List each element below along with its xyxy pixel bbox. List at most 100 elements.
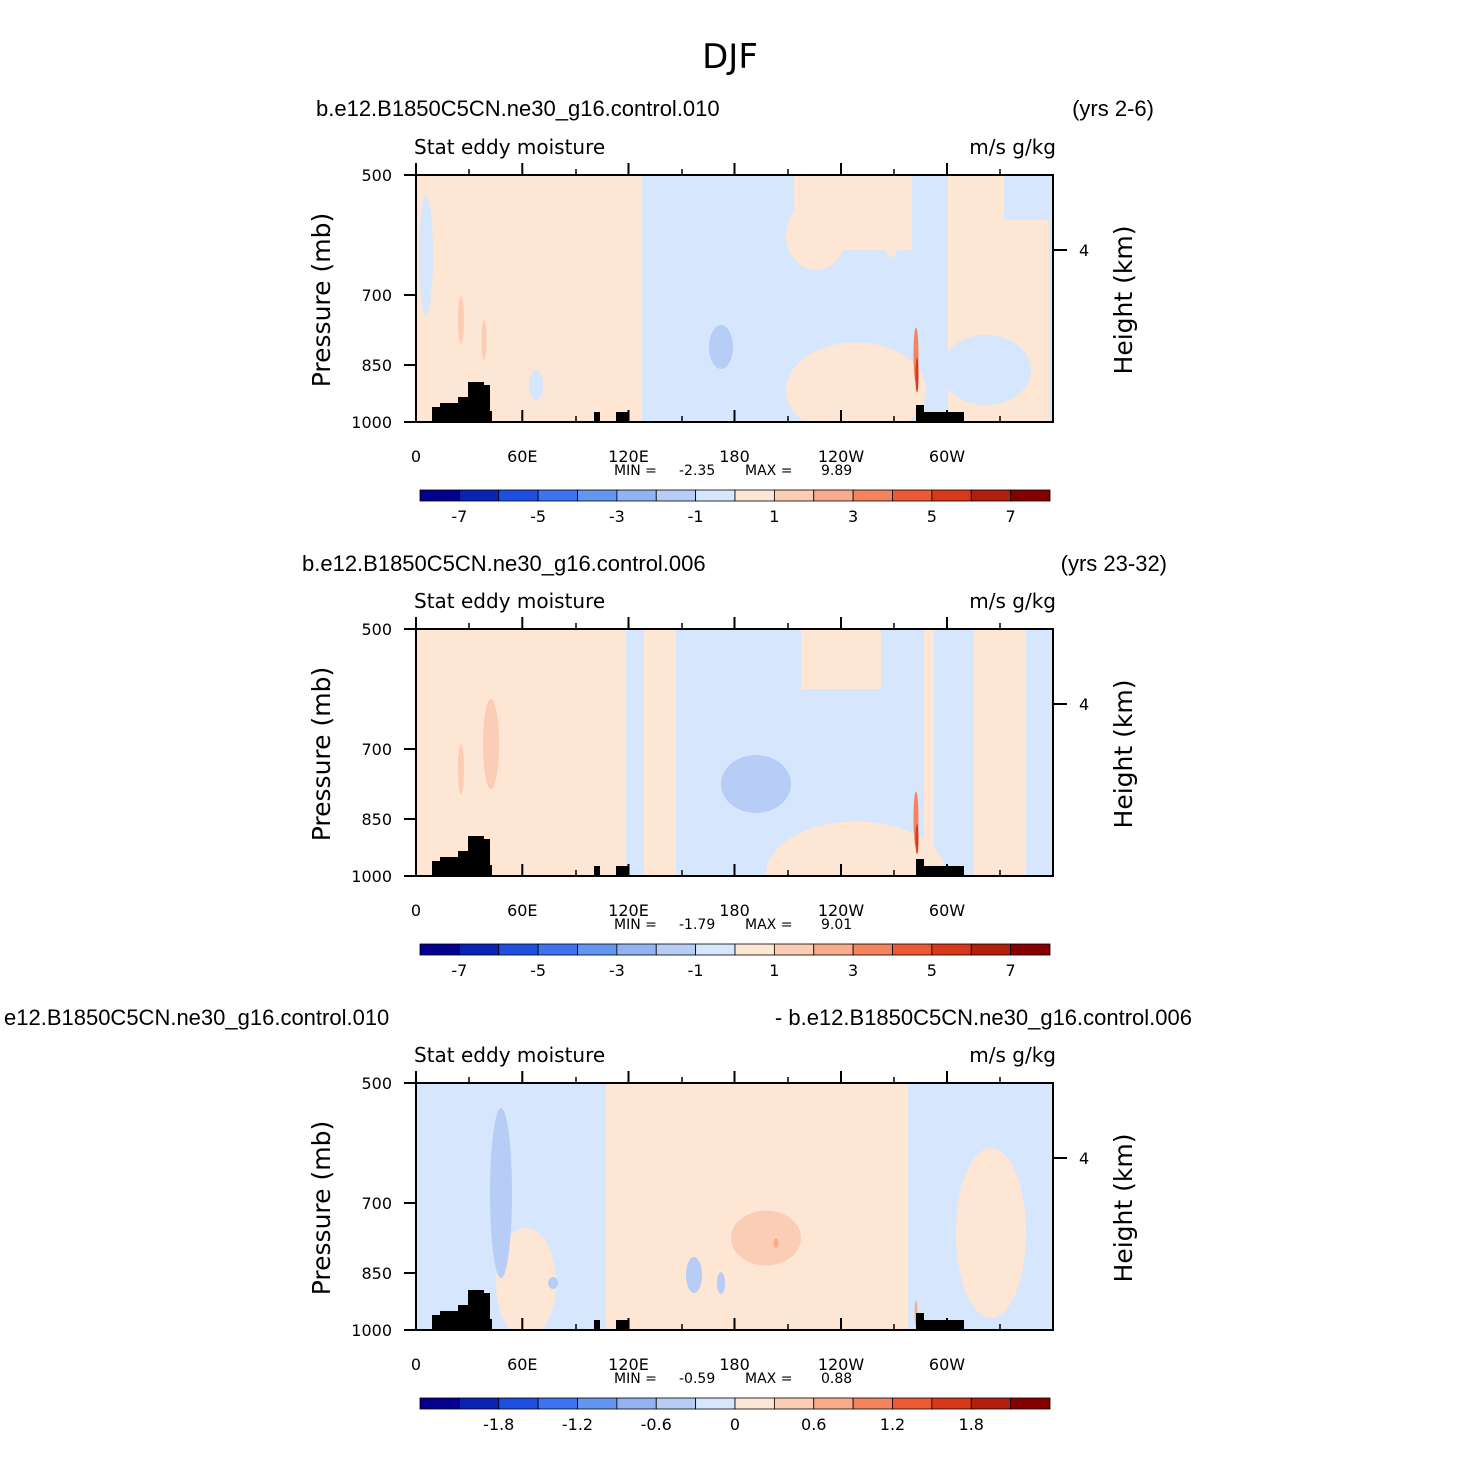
- colorbar-box: [695, 943, 736, 956]
- max-value: 9.89: [821, 463, 852, 479]
- contour-field: [416, 175, 1053, 422]
- colorbar: -7 -5 -3 -1 1 3 5 7: [419, 943, 1051, 980]
- land-mask: [594, 866, 600, 876]
- x-tick-label: 0: [411, 901, 421, 920]
- colorbar-box: [773, 1397, 815, 1410]
- colorbar-box: [616, 489, 657, 502]
- colorbar-box: [616, 1397, 657, 1410]
- contour-region: [915, 357, 919, 393]
- left-string: Stat eddy moisture: [414, 135, 605, 159]
- contour-region: [529, 370, 543, 400]
- y-tick-label: 500: [361, 166, 392, 185]
- x-tick-label: 120W: [818, 901, 865, 920]
- colorbar-box: [813, 489, 854, 502]
- contour-region: [717, 1272, 725, 1294]
- colorbar-box: [1010, 943, 1051, 956]
- colorbar-box: [498, 943, 539, 956]
- contour-region: [1026, 629, 1053, 876]
- land-mask: [916, 859, 924, 876]
- land-mask: [440, 857, 458, 876]
- land-mask: [924, 1320, 964, 1330]
- x-tick-label: 60E: [507, 447, 537, 466]
- colorbar-box: [734, 1397, 775, 1410]
- y-tick-label: 850: [361, 810, 392, 829]
- contour-region: [419, 195, 433, 315]
- y-axis-label: Pressure (mb): [307, 1121, 336, 1295]
- land-mask: [490, 411, 492, 422]
- colorbar-box: [931, 489, 972, 502]
- colorbar-box: [655, 943, 697, 956]
- land-mask: [616, 866, 628, 876]
- land-mask: [594, 1320, 600, 1330]
- contour-field: [416, 1083, 1053, 1330]
- colorbar-box: [458, 943, 500, 956]
- land-mask: [440, 1311, 458, 1330]
- colorbar-box: [577, 943, 618, 956]
- y2-tick-label: 4: [1079, 695, 1089, 714]
- colorbar-box: [1010, 489, 1051, 502]
- colorbar-box: [773, 943, 815, 956]
- y-tick-label: 850: [361, 356, 392, 375]
- y-tick-label: 850: [361, 1264, 392, 1283]
- case-left: b.e12.B1850C5CN.ne30_g16.control.006: [302, 551, 706, 576]
- colorbar-label: -1: [688, 507, 704, 526]
- contour-region: [416, 629, 626, 876]
- colorbar-box: [537, 489, 578, 502]
- colorbar-label: 5: [927, 961, 937, 980]
- min-value: -0.59: [679, 1371, 715, 1387]
- land-mask: [484, 839, 490, 876]
- colorbar-box: [419, 943, 460, 956]
- colorbar-label: 1: [769, 507, 779, 526]
- contour-region: [458, 744, 464, 794]
- colorbar-box: [537, 1397, 578, 1410]
- land-mask: [916, 1313, 924, 1330]
- contour-region: [483, 699, 499, 789]
- land-mask: [458, 851, 468, 876]
- contour-region: [490, 1108, 512, 1278]
- max-label: MAX =: [745, 463, 792, 479]
- colorbar-label: -1.8: [483, 1415, 514, 1434]
- panel-2: b.e12.B1850C5CN.ne30_g16.control.006 (yrs…: [302, 551, 1167, 980]
- colorbar-label: -3: [609, 961, 625, 980]
- y-tick-label: 1000: [351, 1321, 392, 1340]
- colorbar-box: [577, 489, 618, 502]
- land-mask: [490, 1319, 492, 1330]
- contour-region: [416, 175, 642, 422]
- contour-region: [766, 821, 946, 876]
- y-axis-label: Pressure (mb): [307, 213, 336, 387]
- contour-region: [709, 325, 733, 369]
- x-tick-label: 0: [411, 447, 421, 466]
- x-tick-label: 120E: [608, 447, 649, 466]
- x-tick-label: 120W: [818, 447, 865, 466]
- colorbar-box: [773, 489, 815, 502]
- land-mask: [468, 836, 484, 876]
- colorbar-box: [852, 943, 893, 956]
- land-mask: [484, 1293, 490, 1330]
- land-mask: [490, 865, 492, 876]
- land-mask: [432, 861, 440, 876]
- land-mask: [440, 403, 458, 422]
- colorbar-box: [419, 1397, 460, 1410]
- case-right: - b.e12.B1850C5CN.ne30_g16.control.006: [775, 1005, 1192, 1030]
- case-right: (yrs 2-6): [1072, 96, 1154, 121]
- left-string: Stat eddy moisture: [414, 589, 605, 613]
- colorbar-box: [498, 1397, 539, 1410]
- contour-region: [644, 629, 676, 876]
- colorbar-box: [458, 489, 500, 502]
- y2-axis-label: Height (km): [1109, 680, 1138, 829]
- y-tick-label: 500: [361, 1074, 392, 1093]
- colorbar-box: [970, 489, 1012, 502]
- land-mask: [432, 407, 440, 422]
- colorbar-box: [892, 489, 933, 502]
- colorbar-box: [931, 943, 972, 956]
- contour-region: [686, 1257, 702, 1293]
- colorbar-label: -1.2: [562, 1415, 593, 1434]
- contour-region: [941, 335, 1031, 405]
- contour-region: [786, 342, 926, 422]
- figure-title: DJF: [702, 37, 758, 77]
- colorbar-label: -5: [530, 507, 546, 526]
- left-string: Stat eddy moisture: [414, 1043, 605, 1067]
- y-tick-label: 1000: [351, 413, 392, 432]
- y2-axis-label: Height (km): [1109, 226, 1138, 375]
